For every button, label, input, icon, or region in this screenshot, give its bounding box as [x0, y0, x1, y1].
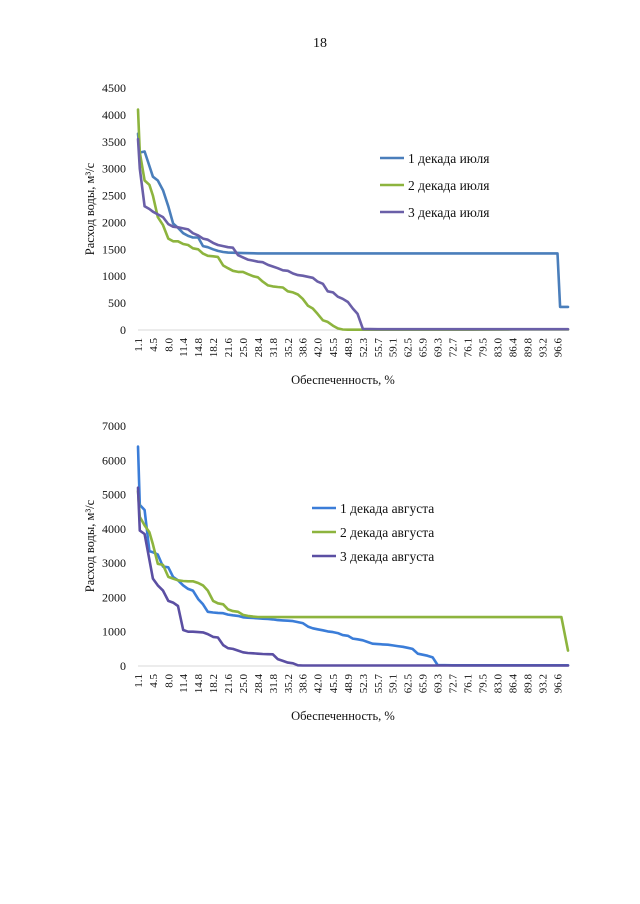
x-tick-label: 69.3 [433, 674, 445, 694]
x-tick-label: 93.2 [538, 674, 550, 693]
x-tick-label: 89.8 [523, 338, 535, 358]
x-tick-label: 72.7 [447, 338, 459, 358]
legend-label-2: 2 декада июля [408, 178, 490, 193]
series-line-2 [136, 489, 570, 652]
x-tick-label: 14.8 [193, 674, 205, 694]
y-tick-label: 0 [120, 323, 126, 337]
y-tick-label: 1500 [102, 242, 126, 256]
y-tick-label: 3000 [102, 162, 126, 176]
x-tick-label: 21.6 [223, 674, 235, 694]
x-tick-label: 65.9 [418, 338, 430, 358]
x-tick-label: 8.0 [163, 674, 175, 688]
y-axis-title: Расход воды, м³/с [83, 162, 97, 255]
y-axis-title: Расход воды, м³/с [83, 499, 97, 592]
x-tick-label: 1.1 [133, 338, 145, 352]
x-tick-label: 96.6 [552, 674, 564, 694]
y-tick-label: 6000 [102, 453, 126, 467]
x-axis-title: Обеспеченность, % [291, 373, 395, 387]
x-tick-label: 4.5 [148, 674, 160, 688]
x-tick-label: 59.1 [388, 674, 400, 693]
x-tick-label: 11.4 [178, 674, 190, 693]
x-tick-label: 45.5 [328, 338, 340, 358]
series-line-2 [136, 108, 570, 331]
y-tick-label: 1000 [102, 625, 126, 639]
x-tick-label: 62.5 [403, 338, 415, 358]
x-tick-label: 55.7 [373, 338, 385, 358]
x-tick-label: 14.8 [193, 338, 205, 358]
x-tick-label: 86.4 [508, 338, 520, 358]
x-tick-label: 18.2 [208, 674, 220, 693]
x-tick-label: 52.3 [358, 338, 370, 358]
x-tick-label: 21.6 [223, 338, 235, 358]
x-tick-label: 31.8 [268, 338, 280, 358]
x-axis-title: Обеспеченность, % [291, 709, 395, 723]
x-tick-label: 4.5 [148, 338, 160, 352]
x-tick-label: 52.3 [358, 674, 370, 694]
x-tick-label: 79.5 [477, 674, 489, 694]
x-tick-label: 48.9 [343, 674, 355, 694]
x-tick-label: 25.0 [238, 674, 250, 694]
x-tick-label: 55.7 [373, 674, 385, 694]
x-tick-label: 42.0 [313, 674, 325, 694]
x-tick-label: 8.0 [163, 338, 175, 352]
x-tick-label: 83.0 [493, 674, 505, 694]
y-tick-label: 1000 [102, 269, 126, 283]
x-tick-label: 48.9 [343, 338, 355, 358]
x-tick-label: 76.1 [462, 338, 474, 357]
series-line-3 [136, 486, 570, 667]
x-tick-label: 93.2 [538, 338, 550, 357]
x-tick-label: 38.6 [298, 674, 310, 694]
legend-label-3: 3 декада августа [340, 549, 434, 564]
legend-label-1: 1 декада августа [340, 501, 434, 516]
x-tick-label: 25.0 [238, 338, 250, 358]
x-tick-label: 38.6 [298, 338, 310, 358]
x-tick-label: 1.1 [133, 674, 145, 688]
x-tick-label: 35.2 [283, 674, 295, 693]
y-tick-label: 2500 [102, 189, 126, 203]
legend-label-1: 1 декада июля [408, 151, 490, 166]
x-tick-label: 35.2 [283, 338, 295, 357]
series-line-3 [136, 137, 570, 331]
x-tick-label: 83.0 [493, 338, 505, 358]
page-number: 18 [313, 36, 327, 51]
x-tick-label: 62.5 [403, 674, 415, 694]
y-tick-label: 2000 [102, 215, 126, 229]
x-tick-label: 28.4 [253, 338, 265, 358]
x-tick-label: 89.8 [523, 674, 535, 694]
x-tick-label: 76.1 [462, 674, 474, 693]
x-tick-label: 86.4 [508, 674, 520, 694]
x-tick-label: 18.2 [208, 338, 220, 357]
y-tick-label: 4000 [102, 522, 126, 536]
y-tick-label: 2000 [102, 590, 126, 604]
x-tick-label: 79.5 [477, 338, 489, 358]
y-tick-label: 7000 [102, 419, 126, 433]
y-tick-label: 5000 [102, 488, 126, 502]
x-tick-label: 31.8 [268, 674, 280, 694]
x-tick-label: 96.6 [552, 338, 564, 358]
y-tick-label: 3000 [102, 556, 126, 570]
x-tick-label: 42.0 [313, 338, 325, 358]
x-tick-label: 69.3 [433, 338, 445, 358]
x-tick-label: 45.5 [328, 674, 340, 694]
x-tick-label: 28.4 [253, 674, 265, 694]
legend-label-3: 3 декада июля [408, 205, 490, 220]
legend-label-2: 2 декада августа [340, 525, 434, 540]
y-tick-label: 4500 [102, 81, 126, 95]
y-tick-label: 500 [108, 296, 126, 310]
y-tick-label: 3500 [102, 135, 126, 149]
y-tick-label: 0 [120, 659, 126, 673]
series-line-1 [136, 132, 570, 309]
x-tick-label: 72.7 [447, 674, 459, 694]
x-tick-label: 59.1 [388, 338, 400, 357]
chart-august: 0 1000 2000 3000 4000 5000 6000 7000 1.1 4.5 8.0 11… [83, 419, 570, 723]
y-tick-label: 4000 [102, 108, 126, 122]
x-tick-label: 11.4 [178, 338, 190, 357]
x-tick-label: 65.9 [418, 674, 430, 694]
series-line-1 [136, 445, 570, 667]
